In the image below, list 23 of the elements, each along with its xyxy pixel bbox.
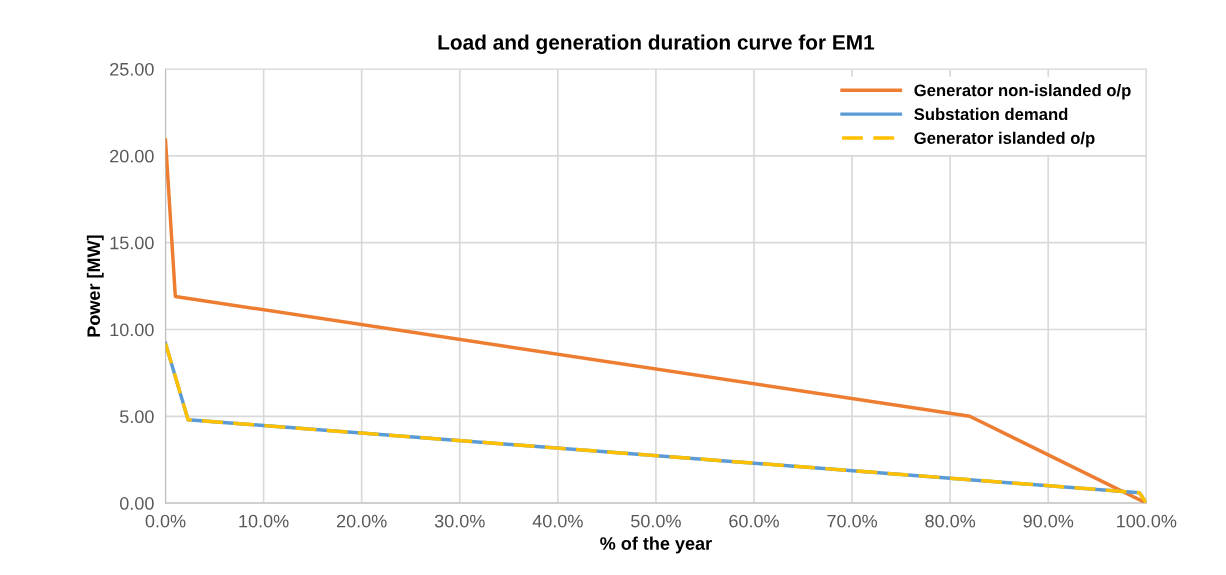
- y-tick-label: 15.00: [110, 236, 154, 250]
- legend-label: Generator islanded o/p: [914, 131, 1095, 148]
- y-tick-label: 20.00: [110, 149, 154, 163]
- y-tick-label: 0.00: [119, 497, 154, 510]
- y-tick-label: 10.00: [110, 323, 154, 337]
- x-tick-label: 60.0%: [729, 514, 779, 528]
- x-tick-label: 100.0%: [1117, 514, 1177, 528]
- y-tick-label: 25.00: [110, 62, 154, 76]
- legend-label: Generator non-islanded o/p: [914, 84, 1131, 100]
- x-tick-label: 50.0%: [631, 514, 681, 528]
- legend-label: Substation demand: [914, 107, 1068, 121]
- y-axis-title: Power [MW]: [86, 235, 104, 337]
- x-tick-label: 20.0%: [336, 514, 387, 528]
- x-tick-label: 70.0%: [827, 514, 878, 528]
- x-axis-title: % of the year: [600, 536, 712, 554]
- x-tick-label: 80.0%: [925, 514, 976, 528]
- x-tick-label: 30.0%: [434, 514, 485, 528]
- chart-title: Load and generation duration curve for EM1: [438, 34, 875, 54]
- x-tick-label: 0.0%: [145, 514, 186, 528]
- y-tick-label: 5.00: [119, 410, 154, 424]
- x-tick-label: 10.0%: [239, 514, 289, 528]
- x-tick-label: 90.0%: [1023, 514, 1074, 528]
- x-tick-label: 40.0%: [532, 514, 583, 528]
